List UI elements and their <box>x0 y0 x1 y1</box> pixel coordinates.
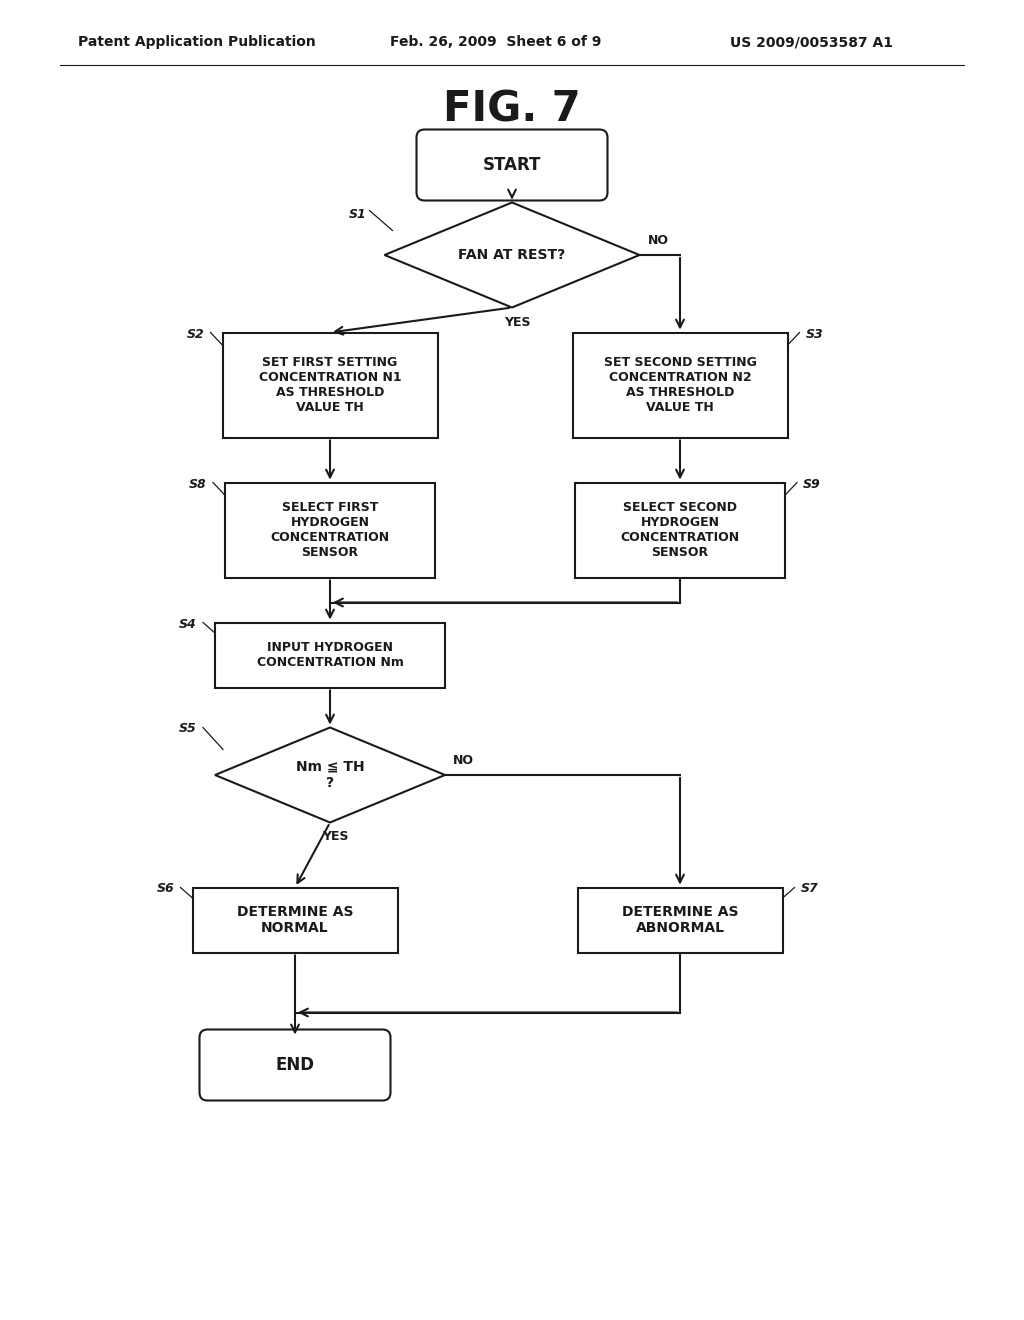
Bar <box>215 623 445 688</box>
FancyBboxPatch shape <box>417 129 607 201</box>
Text: S1: S1 <box>349 207 367 220</box>
Bar <box>578 887 782 953</box>
Bar <box>222 333 437 437</box>
Text: FIG. 7: FIG. 7 <box>443 88 581 131</box>
Text: NO: NO <box>453 754 474 767</box>
Text: US 2009/0053587 A1: US 2009/0053587 A1 <box>730 36 893 49</box>
Text: Patent Application Publication: Patent Application Publication <box>78 36 315 49</box>
Text: START: START <box>482 156 542 174</box>
Text: SELECT SECOND
HYDROGEN
CONCENTRATION
SENSOR: SELECT SECOND HYDROGEN CONCENTRATION SEN… <box>621 502 739 558</box>
Text: YES: YES <box>504 315 530 329</box>
Text: FAN AT REST?: FAN AT REST? <box>459 248 565 261</box>
Text: S3: S3 <box>806 327 823 341</box>
Text: S9: S9 <box>803 478 821 491</box>
Text: YES: YES <box>322 830 348 843</box>
Text: DETERMINE AS
NORMAL: DETERMINE AS NORMAL <box>237 906 353 935</box>
Text: SELECT FIRST
HYDROGEN
CONCENTRATION
SENSOR: SELECT FIRST HYDROGEN CONCENTRATION SENS… <box>270 502 389 558</box>
Text: SET FIRST SETTING
CONCENTRATION N1
AS THRESHOLD
VALUE TH: SET FIRST SETTING CONCENTRATION N1 AS TH… <box>259 356 401 414</box>
Text: SET SECOND SETTING
CONCENTRATION N2
AS THRESHOLD
VALUE TH: SET SECOND SETTING CONCENTRATION N2 AS T… <box>603 356 757 414</box>
Bar <box>225 483 435 578</box>
Text: INPUT HYDROGEN
CONCENTRATION Nm: INPUT HYDROGEN CONCENTRATION Nm <box>257 642 403 669</box>
Text: NO: NO <box>647 234 669 247</box>
Bar <box>572 333 787 437</box>
FancyBboxPatch shape <box>200 1030 390 1101</box>
Polygon shape <box>215 727 445 822</box>
Text: Nm ≦ TH
?: Nm ≦ TH ? <box>296 760 365 791</box>
Text: S7: S7 <box>801 883 818 895</box>
Bar <box>575 483 785 578</box>
Text: S5: S5 <box>179 722 197 735</box>
Text: END: END <box>275 1056 314 1074</box>
Text: S4: S4 <box>179 618 197 631</box>
Text: DETERMINE AS
ABNORMAL: DETERMINE AS ABNORMAL <box>622 906 738 935</box>
Text: S2: S2 <box>186 327 205 341</box>
Text: S6: S6 <box>157 883 174 895</box>
Bar <box>193 887 397 953</box>
Polygon shape <box>384 202 640 308</box>
Text: S8: S8 <box>189 478 207 491</box>
Text: Feb. 26, 2009  Sheet 6 of 9: Feb. 26, 2009 Sheet 6 of 9 <box>390 36 601 49</box>
